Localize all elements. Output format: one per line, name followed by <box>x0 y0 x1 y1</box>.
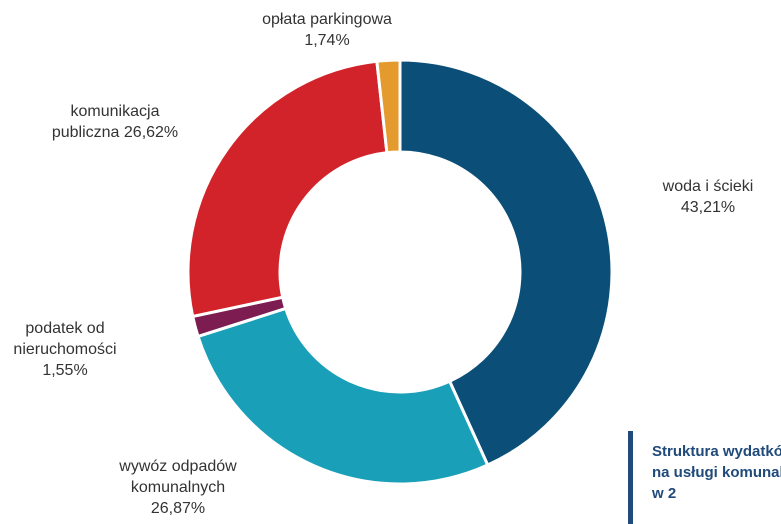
category-label: wywóz odpadów komunalnych <box>119 458 237 496</box>
slice-label: wywóz odpadów komunalnych 26,87% <box>112 456 244 519</box>
value-label: 26,62% <box>123 124 179 141</box>
slice-label: opłata parkingowa 1,74% <box>256 9 398 51</box>
slice-label: woda i ścieki 43,21% <box>652 176 764 218</box>
value-label: 1,74% <box>304 32 350 49</box>
value-label: 43,21% <box>680 199 736 216</box>
category-label: podatek od nieruchomości <box>13 320 117 358</box>
title-box: Struktura wydatków na usługi komunalne w… <box>628 431 781 524</box>
category-label: opłata parkingowa <box>262 11 392 28</box>
slice-label: podatek od nieruchomości 1,55% <box>7 318 123 381</box>
chart-title: Struktura wydatków na usługi komunalne w… <box>652 443 781 502</box>
category-label: komunikacja publiczna <box>51 103 160 141</box>
donut-slice <box>398 58 614 468</box>
donut-slice <box>375 58 402 155</box>
donut-slice <box>186 59 389 319</box>
slice-label: komunikacja publiczna 26,62% <box>39 101 191 143</box>
value-label: 26,87% <box>150 500 206 517</box>
donut-slice <box>196 306 490 486</box>
category-label: woda i ścieki <box>662 178 754 195</box>
value-label: 1,55% <box>42 362 88 379</box>
